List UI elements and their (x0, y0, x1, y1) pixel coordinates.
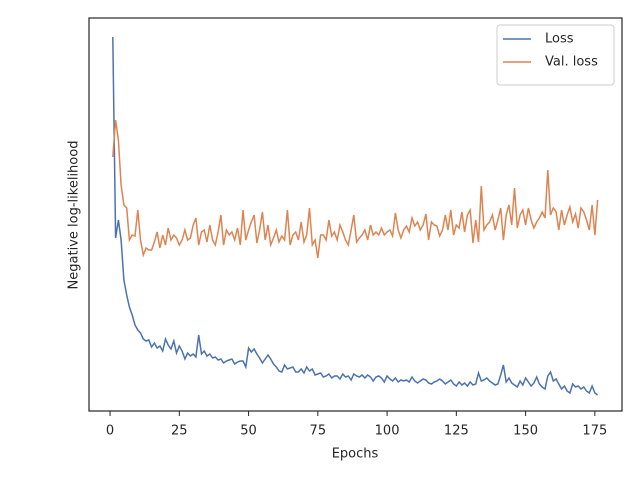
legend-label: Loss (545, 32, 574, 47)
y-axis-label: Negative log-likelihood (67, 141, 82, 290)
x-tick-label: 25 (171, 424, 188, 439)
x-tick-label: 0 (106, 424, 114, 439)
x-tick-label: 150 (513, 424, 538, 439)
line-series (112, 36, 599, 396)
x-tick-label: 125 (444, 424, 469, 439)
x-tick-label: 50 (240, 424, 257, 439)
plot-frame (88, 17, 623, 412)
x-tick-label: 175 (582, 424, 607, 439)
x-tick-label: 75 (310, 424, 327, 439)
legend-label: Val. loss (545, 55, 598, 70)
x-tick-label: 100 (375, 424, 400, 439)
legend-box (496, 24, 615, 86)
line-series (112, 119, 599, 259)
x-axis-label: Epochs (332, 447, 379, 462)
